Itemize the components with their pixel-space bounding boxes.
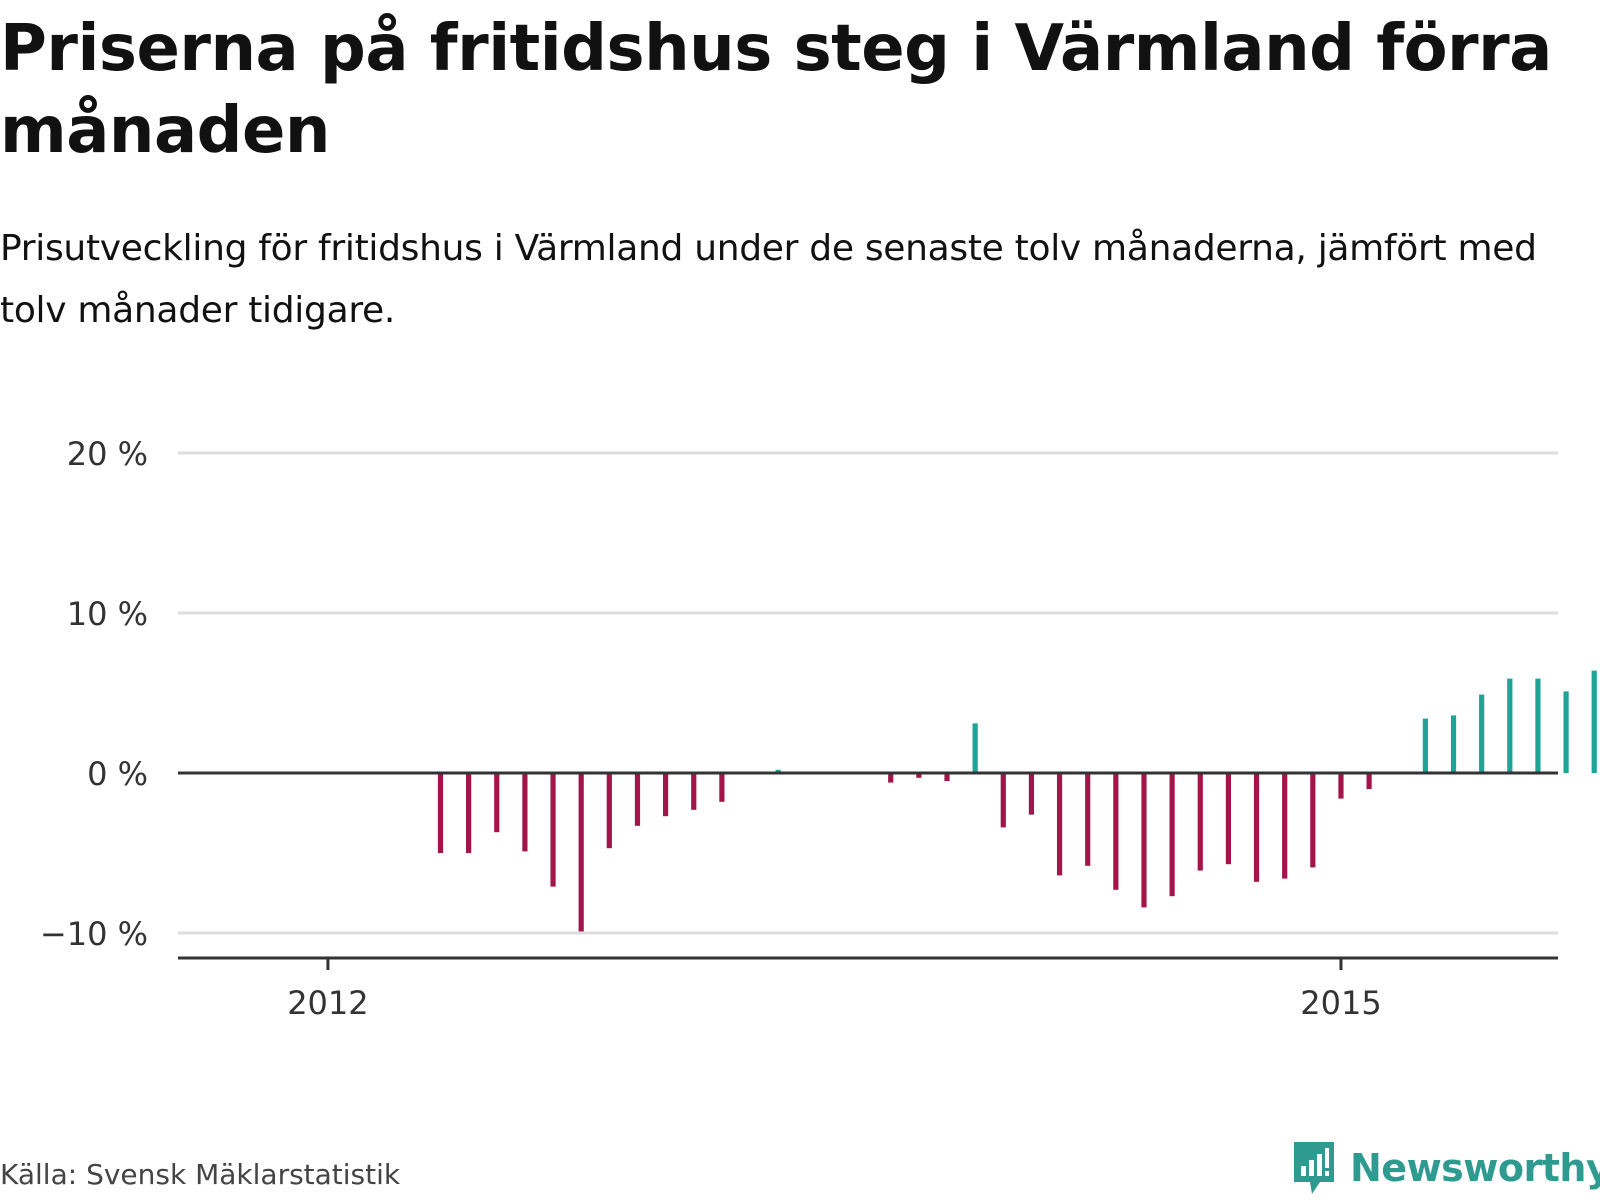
chart-subtitle: Prisutveckling för fritidshus i Värmland… [0, 228, 1537, 331]
bar [1028, 773, 1035, 815]
y-tick-label: −10 % [40, 915, 148, 953]
bar [1535, 678, 1541, 773]
bar [972, 723, 978, 773]
y-axis-ticks: 20 % 10 % 0 % −10 % [40, 435, 148, 953]
bar [1310, 773, 1316, 868]
bar [1450, 715, 1457, 773]
bar [1225, 773, 1231, 865]
chart-title: Priserna på fritidshus steg i Värmland f… [0, 12, 1552, 168]
x-axis-ticks: 20122015201820212023 [287, 958, 1382, 1022]
bar [1056, 773, 1063, 876]
bar [437, 773, 444, 853]
bar [1141, 773, 1147, 908]
bar [1197, 773, 1203, 871]
bar [1282, 773, 1288, 879]
bar [719, 773, 725, 802]
bar [1338, 773, 1344, 799]
bar [1366, 773, 1372, 789]
bar [466, 773, 472, 853]
bar [775, 769, 781, 773]
bar [888, 773, 894, 783]
bar [1253, 773, 1260, 882]
bar [578, 773, 584, 932]
bar [606, 773, 612, 849]
bar [1113, 773, 1119, 890]
bar [1507, 678, 1513, 773]
bar [944, 773, 950, 781]
bar [550, 773, 556, 887]
bar [1563, 691, 1569, 773]
y-tick-label: 20 % [67, 435, 148, 473]
bar [691, 773, 697, 810]
bar [494, 773, 500, 833]
source-note: Källa: Svensk Mäklarstatistik [0, 1158, 401, 1191]
y-tick-label: 10 % [67, 595, 148, 633]
bar [916, 773, 922, 778]
bar [1591, 670, 1597, 773]
bar [663, 773, 669, 817]
bars [437, 670, 1597, 932]
brand-logo: Newsworthy [1290, 1138, 1600, 1198]
x-tick-label: 2012 [287, 984, 368, 1022]
y-tick-label: 0 % [87, 755, 148, 793]
x-tick-label: 2015 [1300, 984, 1381, 1022]
bar [1169, 773, 1175, 897]
brand-name: Newsworthy [1350, 1146, 1600, 1190]
bar [522, 773, 528, 852]
gridlines [178, 451, 1558, 935]
bar [1422, 718, 1428, 773]
bar [1085, 773, 1091, 866]
newsworthy-logo-icon [1294, 1142, 1334, 1194]
bar [634, 773, 641, 826]
bar [1479, 694, 1485, 773]
bar [1000, 773, 1006, 828]
